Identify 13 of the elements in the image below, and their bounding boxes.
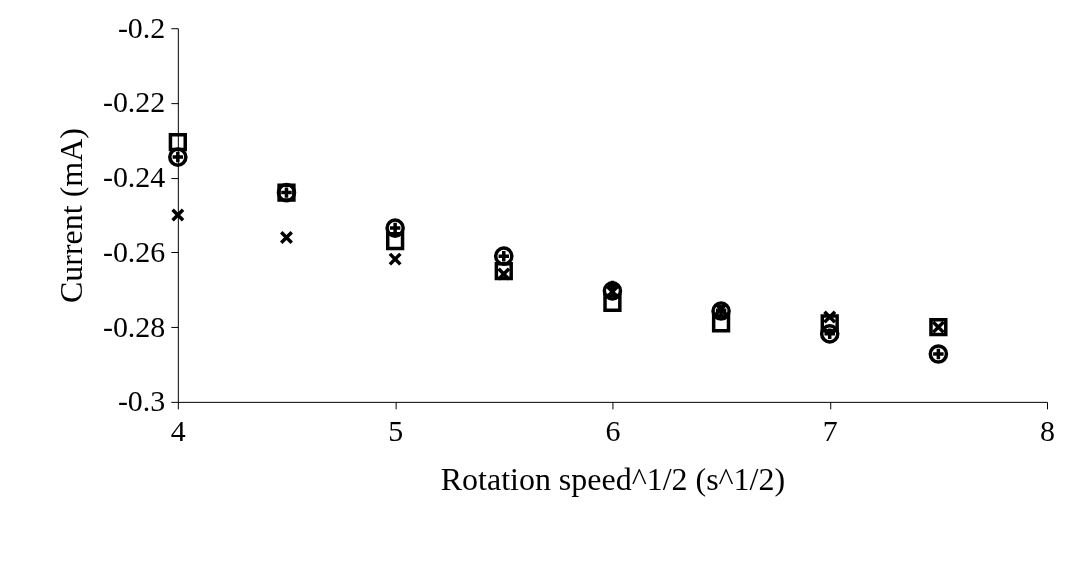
x-tick-label: 8 [1040,414,1056,448]
y-tick-label: -0.24 [102,160,166,194]
y-tick-label: -0.28 [102,309,166,343]
x-tick-label: 7 [822,414,838,448]
x-tick-label: 5 [388,414,404,448]
y-tick-label: -0.26 [102,234,166,268]
y-tick-label: -0.2 [117,10,166,44]
y-axis-title: Current (mA) [53,128,89,303]
y-tick-label: -0.22 [102,85,166,119]
x-axis-title: Rotation speed^1/2 (s^1/2) [440,462,786,498]
x-tick-label: 6 [605,414,621,448]
x-tick-label: 4 [170,414,186,448]
y-tick-label: -0.3 [117,384,166,418]
